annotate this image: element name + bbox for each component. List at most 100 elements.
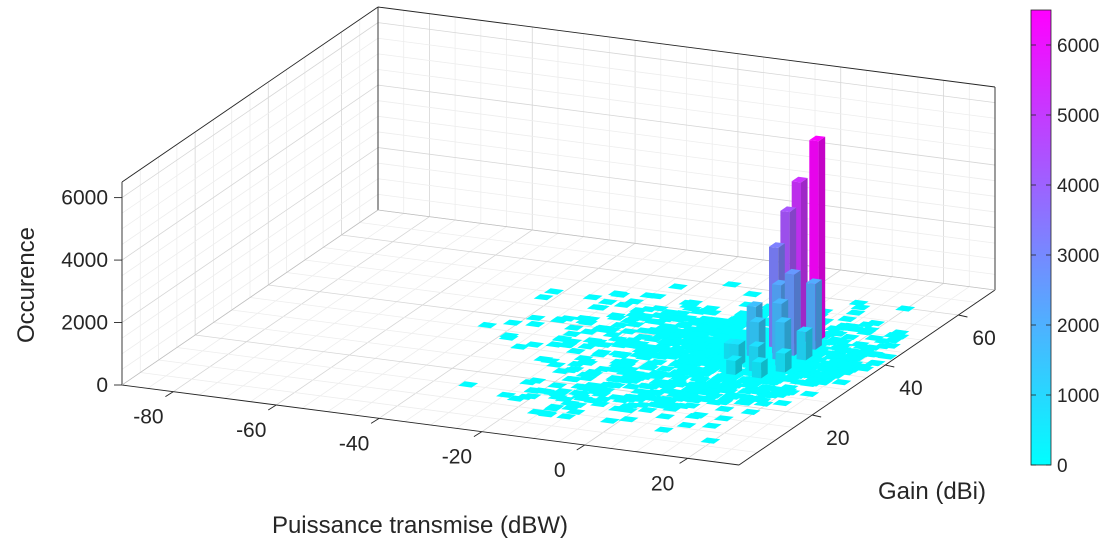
floor-cell <box>590 325 611 332</box>
floor-cell <box>617 377 638 384</box>
floor-cell <box>567 401 588 408</box>
floor-cell <box>612 351 633 358</box>
floor-cell <box>722 281 742 288</box>
floor-cell <box>653 426 674 433</box>
floor-cell <box>836 368 857 375</box>
back-wall-grid-line <box>377 131 996 213</box>
y-tick-label: 60 <box>972 327 995 350</box>
floor-cell <box>618 328 639 335</box>
axes-box-edge <box>377 6 996 88</box>
floor-grid-line <box>323 247 941 328</box>
floor-cell <box>799 390 820 397</box>
axes-box-edge <box>121 209 379 386</box>
x-axis-label: Puissance transmise (dBW) <box>272 512 568 539</box>
colorbar-tick-label: 3000 <box>1057 246 1099 267</box>
floor-cell <box>571 390 592 397</box>
floor-cell <box>753 400 774 407</box>
floor-cell <box>676 321 697 328</box>
floor-cell <box>590 400 610 408</box>
floor-cell <box>702 381 723 388</box>
bar-top-face <box>769 242 785 248</box>
floor-cell <box>615 369 636 376</box>
floor-cell <box>533 294 554 301</box>
floor-cell <box>704 343 725 350</box>
floor-cell <box>644 328 665 335</box>
floor-cell <box>562 330 583 337</box>
axes-box-edge <box>738 289 996 466</box>
bar-top-face <box>775 317 792 323</box>
back-wall-grid-line <box>377 162 996 244</box>
floor-cell <box>848 349 869 356</box>
z-tick-label: 6000 <box>61 187 108 210</box>
floor-cell <box>683 365 704 372</box>
floor-cell <box>618 416 639 423</box>
floor-cell <box>525 320 546 328</box>
bar-front-face <box>775 352 785 373</box>
floor-cell <box>799 380 820 387</box>
floor-cell <box>581 382 602 389</box>
floor-cell <box>646 293 667 300</box>
histogram-bar <box>796 326 813 361</box>
floor-cell <box>742 290 763 298</box>
floor-cell <box>458 381 479 388</box>
floor-cell <box>680 402 701 409</box>
histogram-bar <box>726 355 742 375</box>
floor-cell <box>676 421 697 429</box>
y-axis-label: Gain (dBi) <box>878 478 986 505</box>
side-wall-grid-line <box>121 37 379 214</box>
floor-cell <box>549 317 570 324</box>
back-wall-grid-line <box>377 53 996 135</box>
floor-cell <box>704 338 725 345</box>
floor-cell <box>477 321 498 329</box>
axes-box <box>121 6 996 466</box>
floor-cell <box>575 371 596 378</box>
floor-cell <box>735 399 756 406</box>
floor-cell <box>693 360 714 367</box>
bar-side-face <box>735 356 742 375</box>
y-tick-mark <box>812 414 822 418</box>
side-wall-grid-line <box>121 100 379 277</box>
floor-cell <box>537 411 558 418</box>
floor-cell <box>699 367 720 374</box>
z-axis-label: Occurence <box>13 227 40 343</box>
floor-cell <box>563 376 584 383</box>
floor-cell <box>665 315 685 322</box>
bar-top-face <box>791 176 808 183</box>
floor-cell <box>547 382 568 389</box>
colorbar-tick-label: 5000 <box>1057 106 1099 127</box>
y-tick-label: 40 <box>899 377 922 400</box>
y-tick-label: 20 <box>826 427 849 450</box>
floor-cell <box>632 333 653 340</box>
floor-cell <box>825 372 846 379</box>
floor-cell <box>834 322 855 329</box>
axes-box-edge <box>121 384 740 466</box>
bar-side-face <box>761 358 768 379</box>
floor-cell <box>582 386 603 393</box>
back-wall-grid-line <box>377 84 996 166</box>
bar-front-face <box>726 359 736 375</box>
floor-cell <box>723 393 744 400</box>
bar-front-face <box>796 331 806 361</box>
floor-cell <box>704 388 725 395</box>
floor-cell <box>772 399 793 407</box>
floor-cell <box>587 304 607 311</box>
floor-cell <box>515 393 536 400</box>
bar-top-face <box>784 268 801 275</box>
floor-cell <box>713 398 734 405</box>
floor-cell <box>873 337 894 345</box>
back-wall-grid-line <box>377 69 996 150</box>
floor-cell <box>667 283 688 290</box>
floor-cell <box>695 308 716 315</box>
floor-cell <box>502 319 523 326</box>
floor-cell <box>510 343 531 350</box>
z-tick-label: 0 <box>96 374 108 397</box>
floor-cell <box>599 417 620 424</box>
floor-cell <box>639 383 660 390</box>
floor-cell <box>560 367 581 374</box>
floor-cell <box>622 383 642 390</box>
floor-cell <box>680 385 701 392</box>
floor-cell <box>889 333 910 340</box>
colorbar-tick-label: 1000 <box>1057 386 1099 407</box>
floor-cell <box>625 321 646 328</box>
